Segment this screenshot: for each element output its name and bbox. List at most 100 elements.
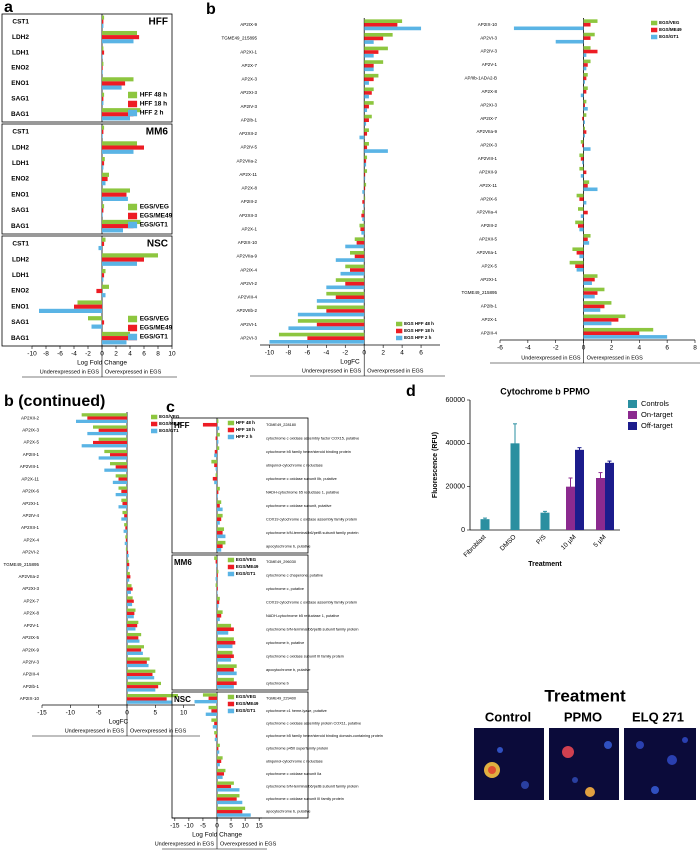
x-tick-label: 8 (693, 345, 697, 352)
bar (217, 631, 229, 635)
bar (127, 627, 136, 631)
bar (102, 320, 105, 325)
x-tick-label: -10 (184, 823, 194, 830)
category-label: cytochrome c oxidase subunit IIb, putati… (266, 477, 337, 481)
category-label: AP2III-4 (481, 330, 498, 335)
bar (216, 563, 217, 568)
bar (127, 669, 156, 673)
bar (127, 554, 129, 558)
bar (125, 535, 127, 539)
bar (122, 510, 127, 515)
bar (583, 120, 585, 124)
bar (214, 463, 217, 468)
bar (102, 65, 103, 71)
legend-swatch (651, 27, 658, 33)
bar (583, 147, 591, 151)
bar (102, 61, 104, 66)
bar (217, 604, 219, 608)
bar (102, 273, 105, 278)
bar (578, 207, 584, 211)
bar (217, 548, 222, 552)
legend-swatch (128, 315, 138, 323)
x-tick-label: -6 (304, 350, 310, 357)
x-axis-label: Treatment (528, 561, 562, 568)
bar (217, 800, 243, 805)
bar (127, 596, 133, 600)
bar (364, 141, 369, 146)
bar (580, 157, 584, 161)
category-label: LDH1 (12, 160, 29, 167)
bar (102, 141, 137, 146)
bar (127, 636, 139, 640)
bar (125, 538, 127, 542)
bar (202, 693, 217, 697)
bar (582, 143, 584, 148)
bar (125, 526, 127, 530)
bar (102, 293, 106, 298)
category-label: AP2Ib-1 (481, 304, 498, 309)
bar (127, 672, 153, 677)
bar (364, 169, 368, 173)
bar (575, 264, 584, 268)
bar (580, 140, 584, 144)
legend-label: EGS/VEG (140, 316, 169, 323)
bar (98, 428, 127, 432)
bar (583, 287, 605, 292)
bar (510, 443, 520, 530)
x-tick-label: 4 (128, 351, 132, 358)
x-tick-label: -4 (323, 350, 329, 357)
bar (102, 129, 104, 134)
bar (217, 446, 220, 450)
bar (583, 274, 598, 278)
legend-swatch (227, 708, 235, 714)
x-tick-label: 10 (242, 823, 250, 830)
bar (102, 157, 105, 162)
bar (217, 677, 234, 682)
bar (583, 22, 591, 27)
bar (102, 192, 127, 197)
bar (364, 40, 374, 44)
bar (208, 696, 217, 700)
category-label: AP2V-1 (24, 623, 40, 628)
legend-label: HFF 48 h (140, 92, 167, 99)
bar (217, 517, 222, 522)
bar (364, 36, 384, 41)
bar (217, 486, 220, 491)
bar (364, 63, 374, 68)
bar (340, 271, 365, 276)
bar (583, 76, 587, 81)
category-label: AP2IV-3 (240, 104, 257, 109)
bar (214, 556, 217, 560)
bar (217, 521, 220, 525)
bar (583, 187, 598, 192)
bar (215, 473, 217, 477)
category-label: apocytochrome b, putative (266, 544, 311, 548)
bar (356, 240, 365, 245)
bar (583, 321, 612, 326)
bar (364, 19, 403, 23)
category-label: cytochrome c chaperone, putative (266, 573, 323, 577)
category-label: AP2IX-10 (478, 22, 498, 27)
bar (583, 133, 585, 138)
category-label: AP2IX-5 (22, 635, 39, 640)
category-label: AP2XII-2 (21, 415, 40, 420)
bar (102, 224, 134, 229)
bar (214, 737, 217, 742)
bar (102, 92, 105, 97)
bar (269, 340, 365, 344)
over-label: Overexpressed in EGS (587, 355, 644, 361)
legend-swatch (628, 400, 637, 408)
category-label: ubiquinol-cytochrome c reductase (266, 463, 323, 467)
legend-label: HFF 18 h (140, 101, 167, 108)
bar (102, 269, 106, 274)
y-tick-label: 60000 (446, 397, 466, 404)
bar (580, 214, 584, 218)
bar (127, 611, 135, 616)
bar (364, 108, 368, 113)
bar (127, 575, 131, 579)
bar (364, 122, 367, 126)
x-tick-label: 10 (180, 710, 188, 717)
bar (215, 577, 217, 581)
bar (217, 784, 232, 789)
bar (127, 571, 130, 576)
